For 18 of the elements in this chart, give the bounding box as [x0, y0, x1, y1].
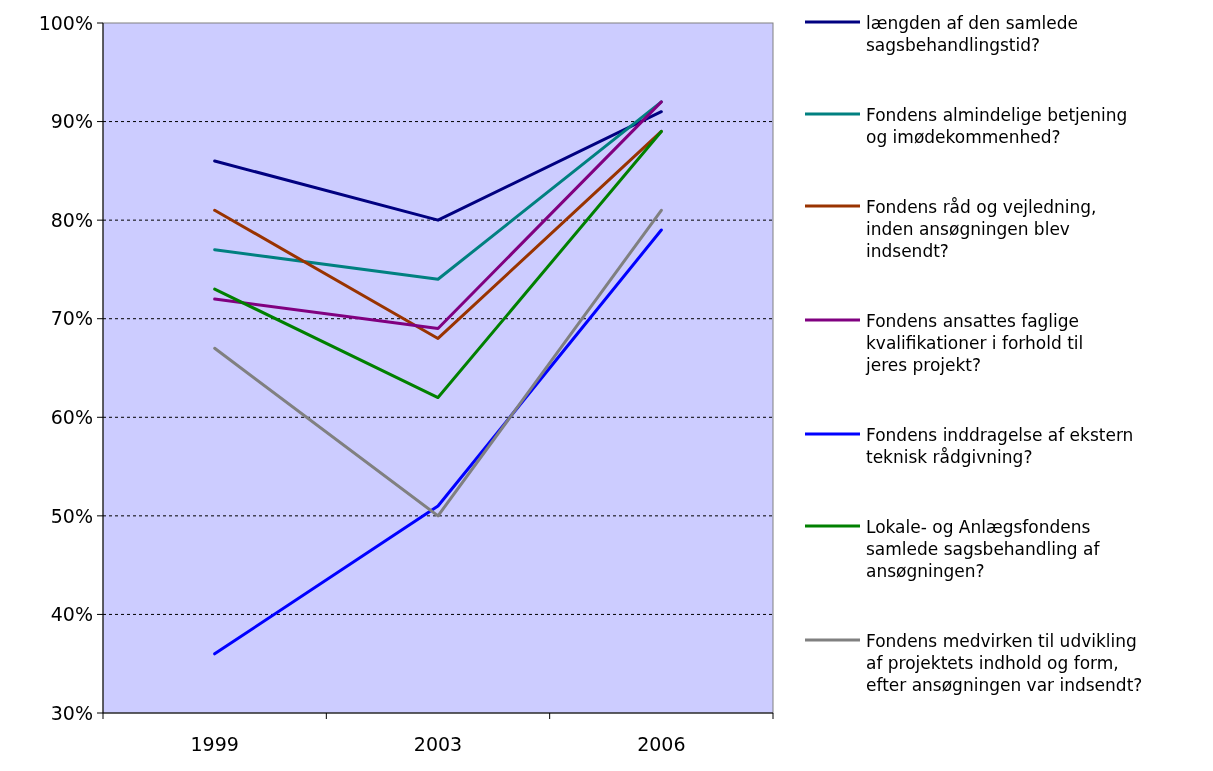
x-tick-label: 2003 [413, 733, 463, 755]
y-tick-label: 30% [50, 701, 93, 724]
x-tick-label: 2006 [637, 733, 686, 755]
legend-label: Fondens medvirken til udvikling af projektets indhold og form, efter ansøgningen var indsendt? [866, 631, 1143, 695]
y-tick-label: 40% [50, 603, 93, 626]
legend-label: længden af den samlede sagsbehandlingstid? [866, 13, 1078, 55]
legend-label: Fondens inddragelse af ekstern teknisk rådgivning? [866, 425, 1134, 467]
legend-label: Fondens almindelige betjening og imødekommenhed? [866, 105, 1128, 147]
y-tick-label: 80% [50, 208, 93, 231]
y-tick-label: 60% [50, 405, 93, 428]
y-tick-label: 90% [50, 110, 93, 133]
legend-label: Fondens råd og vejledning, inden ansøgningen blev indsendt? [866, 197, 1097, 261]
y-tick-label: 100% [38, 11, 93, 34]
x-tick-label: 1999 [190, 733, 239, 755]
legend-label: Lokale- og Anlægsfondens samlede sagsbehandling af ansøgningen? [866, 517, 1101, 581]
y-tick-label: 50% [50, 504, 93, 527]
y-tick-label: 70% [50, 307, 93, 330]
legend-label: Fondens ansattes faglige kvalifikationer i forhold til jeres projekt? [865, 311, 1084, 375]
